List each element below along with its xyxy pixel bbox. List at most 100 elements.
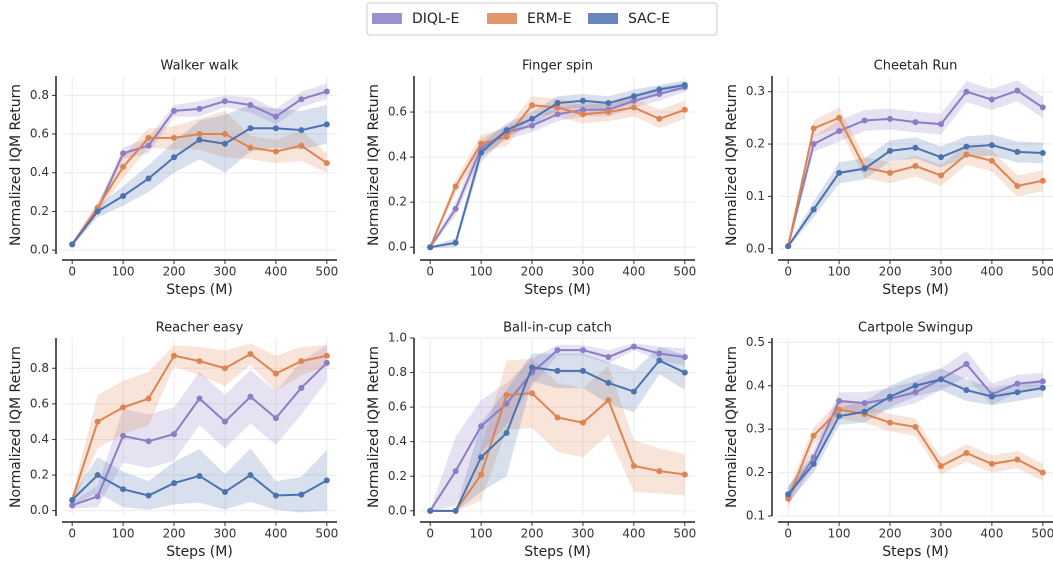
data-point (478, 423, 485, 430)
legend-label: DIQL-E (412, 11, 459, 27)
data-point (145, 492, 152, 499)
data-point (554, 414, 561, 421)
x-tick-label: 300 (930, 265, 953, 279)
data-point (145, 438, 152, 445)
data-point (69, 502, 76, 509)
data-point (145, 395, 152, 402)
data-point (529, 102, 536, 109)
chart-title: Walker walk (161, 59, 239, 74)
x-tick-label: 200 (163, 265, 186, 279)
data-point (323, 352, 330, 359)
data-point (937, 463, 944, 470)
data-point (861, 400, 868, 407)
x-tick-label: 500 (315, 265, 338, 279)
legend-label: SAC-E (628, 11, 670, 27)
y-tick-label: 0.8 (30, 88, 49, 102)
x-tick-label: 100 (470, 265, 493, 279)
x-tick-label: 500 (1031, 265, 1053, 279)
data-point (836, 406, 843, 413)
x-tick-label: 0 (68, 527, 76, 541)
data-point (937, 154, 944, 161)
data-point (221, 418, 228, 425)
data-point (247, 472, 254, 479)
confidence-band (430, 358, 685, 512)
data-point (554, 347, 561, 354)
y-tick-label: 0.8 (388, 365, 407, 379)
x-tick-label: 400 (980, 527, 1003, 541)
x-tick-label: 500 (673, 527, 696, 541)
data-point (963, 387, 970, 394)
chart-title: Reacher easy (156, 321, 244, 336)
data-point (785, 243, 792, 250)
data-point (656, 350, 663, 357)
data-point (503, 127, 510, 134)
data-point (836, 127, 843, 134)
data-point (171, 431, 178, 438)
data-point (912, 163, 919, 170)
data-point (171, 480, 178, 487)
data-point (120, 404, 127, 411)
y-axis-label: Normalized IQM Return (724, 84, 740, 246)
x-tick-label: 100 (828, 265, 851, 279)
data-point (120, 432, 127, 439)
chart-title: Finger spin (522, 59, 593, 74)
data-point (298, 142, 305, 149)
legend-box (366, 2, 718, 36)
data-point (656, 115, 663, 122)
data-point (221, 140, 228, 147)
data-point (630, 93, 637, 100)
data-point (196, 395, 203, 402)
data-point (861, 165, 868, 172)
x-tick-label: 400 (264, 527, 287, 541)
data-point (452, 205, 459, 212)
data-point (887, 393, 894, 400)
y-axis-label: Normalized IQM Return (8, 346, 24, 508)
data-point (630, 104, 637, 111)
x-tick-label: 100 (112, 527, 135, 541)
data-point (861, 408, 868, 415)
data-point (887, 419, 894, 426)
x-tick-label: 300 (214, 527, 237, 541)
data-point (887, 169, 894, 176)
x-tick-label: 400 (980, 265, 1003, 279)
data-point (887, 147, 894, 154)
data-point (171, 107, 178, 114)
data-point (963, 88, 970, 95)
data-point (656, 468, 663, 475)
y-tick-label: 0.4 (30, 432, 49, 446)
data-point (937, 121, 944, 128)
data-point (272, 492, 279, 499)
data-point (120, 150, 127, 157)
confidence-band (72, 345, 327, 509)
data-point (452, 239, 459, 246)
data-point (810, 432, 817, 439)
data-point (171, 352, 178, 359)
data-point (963, 450, 970, 457)
x-tick-label: 400 (264, 265, 287, 279)
x-tick-label: 200 (879, 527, 902, 541)
confidence-band (72, 343, 327, 506)
x-tick-label: 200 (521, 527, 544, 541)
data-point (630, 97, 637, 104)
data-point (605, 354, 612, 361)
data-point (681, 471, 688, 478)
data-point (605, 397, 612, 404)
x-tick-label: 0 (426, 265, 434, 279)
data-point (427, 244, 434, 251)
x-tick-label: 0 (784, 527, 792, 541)
data-point (478, 454, 485, 461)
data-point (681, 369, 688, 376)
data-point (529, 364, 536, 371)
x-tick-label: 100 (112, 265, 135, 279)
y-tick-label: 0.6 (388, 400, 407, 414)
data-point (836, 413, 843, 420)
y-tick-label: 0.3 (746, 84, 765, 98)
data-point (94, 493, 101, 500)
data-point (1039, 104, 1046, 111)
data-point (605, 379, 612, 386)
legend-swatch (487, 13, 517, 24)
data-point (529, 115, 536, 122)
data-point (196, 472, 203, 479)
data-point (605, 109, 612, 116)
legend-swatch (588, 13, 618, 24)
